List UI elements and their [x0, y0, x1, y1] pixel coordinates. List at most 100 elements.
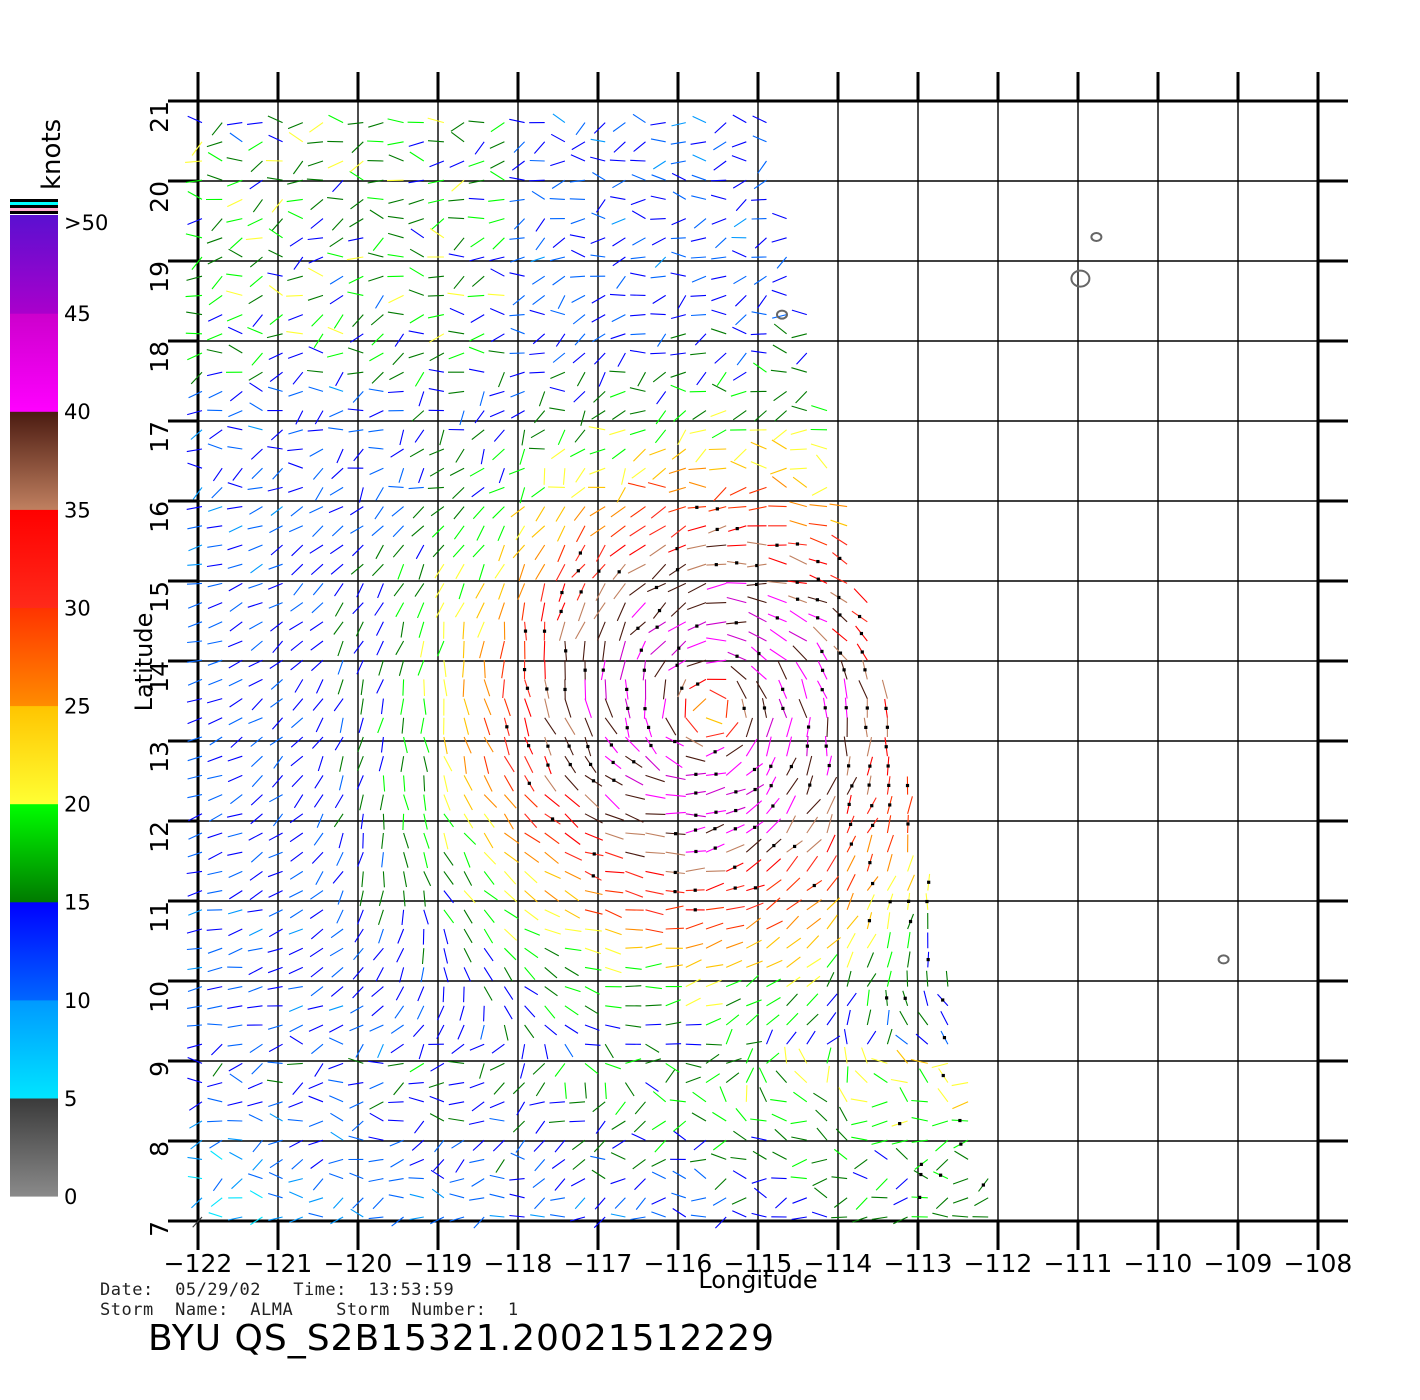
rain-flag [942, 1036, 947, 1040]
rain-flag [753, 886, 758, 890]
y-tick-label: 14 [145, 661, 174, 693]
rain-flag [906, 822, 910, 826]
rain-flag [522, 668, 527, 672]
rain-flag [735, 561, 739, 565]
rain-flag [806, 725, 811, 729]
rain-flag [859, 631, 864, 636]
rain-flag [752, 767, 757, 772]
rain-flag [757, 651, 761, 656]
rain-flag [673, 870, 677, 875]
rain-flag [642, 668, 646, 672]
rain-flag [887, 783, 891, 788]
rain-flag [959, 1142, 963, 1146]
rain-flag [868, 764, 872, 768]
wind-vector-group [186, 114, 949, 1229]
rain-flag [693, 888, 697, 892]
rain-flag [816, 559, 820, 564]
rain-flag [542, 629, 547, 633]
rain-flag [772, 843, 776, 848]
rain-flag [591, 874, 595, 878]
rain-flag [673, 739, 677, 744]
rain-flag [568, 762, 572, 767]
rain-flag [505, 725, 509, 729]
colorbar-overflow-stripe [10, 208, 58, 211]
rain-flag [715, 507, 719, 511]
colorbar-tick-label: 15 [64, 891, 91, 915]
rain-flag [625, 726, 629, 730]
rain-flag [812, 883, 816, 888]
rain-flag [601, 668, 605, 672]
y-tick-label: 9 [145, 1061, 174, 1077]
colorbar-segment [10, 509, 58, 608]
island-outlines [776, 232, 1230, 965]
colorbar-segment [10, 901, 58, 1001]
y-tick-label: 12 [145, 821, 174, 853]
colorbar-segment [10, 803, 58, 903]
rain-flag [695, 624, 699, 628]
rain-flag [527, 781, 531, 785]
x-tick-label: −120 [324, 1249, 393, 1278]
colorbar-tick-label: 5 [64, 1087, 77, 1111]
rain-flag [696, 682, 700, 686]
x-tick-label: −110 [1124, 1249, 1193, 1278]
rain-flag [527, 744, 531, 748]
rain-flag [771, 804, 775, 808]
rain-flag [713, 827, 717, 831]
colorbar-unit-label: knots [37, 119, 67, 190]
island-outline [1090, 232, 1103, 242]
y-tick-labels: 7 8 9 10 11 12 13 14 15 16 17 18 19 20 21 [145, 101, 174, 1237]
y-tick-label: 20 [145, 181, 174, 213]
rain-flag [673, 890, 677, 894]
rain-flag [735, 527, 739, 531]
rain-flag [597, 569, 601, 573]
island-outline [1070, 269, 1091, 288]
date-time-line: Date: 05/29/02 Time: 13:53:59 [100, 1280, 455, 1300]
colorbar-tick-label: 20 [64, 793, 91, 817]
map-grid [168, 72, 1348, 1250]
rain-flag [781, 687, 785, 691]
rain-flag [827, 763, 831, 768]
colorbar-segment [10, 607, 58, 707]
x-tick-label: −117 [564, 1249, 633, 1278]
rain-flag [654, 585, 659, 590]
rain-flag [545, 687, 549, 691]
rain-flag [941, 998, 945, 1002]
rain-flag [903, 996, 907, 1000]
rain-flag [868, 861, 872, 865]
rain-flag [694, 849, 698, 854]
colorbar-segment [10, 999, 58, 1099]
rain-flag [863, 668, 867, 672]
rain-flag [626, 706, 630, 711]
rain-flag [769, 784, 773, 788]
rain-flag [714, 563, 718, 567]
colorbar-tick-label: 0 [64, 1185, 77, 1209]
rain-flag [694, 813, 698, 817]
y-tick-label: 11 [145, 901, 174, 933]
y-tick-label: 17 [145, 421, 174, 453]
rain-flag [871, 823, 875, 828]
rain-flag [842, 668, 846, 672]
rain-flag [753, 787, 757, 792]
rain-flag [795, 580, 799, 584]
rain-flag [898, 1122, 902, 1126]
rain-flag [860, 650, 864, 654]
wind-vector-group [443, 439, 969, 1110]
island-outline [1217, 954, 1230, 965]
wind-vector-group [186, 113, 949, 1229]
rain-flag [808, 783, 812, 787]
rain-flag [564, 649, 568, 653]
x-tick-label: −114 [804, 1249, 873, 1278]
x-tick-labels: −122 −121 −120 −119 −118 −117 −116 −115 −114 −113… [164, 1249, 1353, 1278]
rain-flag [815, 598, 819, 602]
rain-flag [592, 852, 596, 856]
rain-flag [918, 1195, 922, 1200]
rain-flag [567, 744, 571, 748]
rain-flag [795, 542, 800, 546]
rain-flag [847, 764, 851, 768]
rain-flag [646, 725, 651, 730]
rain-flag [591, 779, 596, 783]
rain-flag [885, 725, 890, 729]
wind-vector-group [192, 1216, 203, 1228]
rain-flag [844, 706, 848, 710]
